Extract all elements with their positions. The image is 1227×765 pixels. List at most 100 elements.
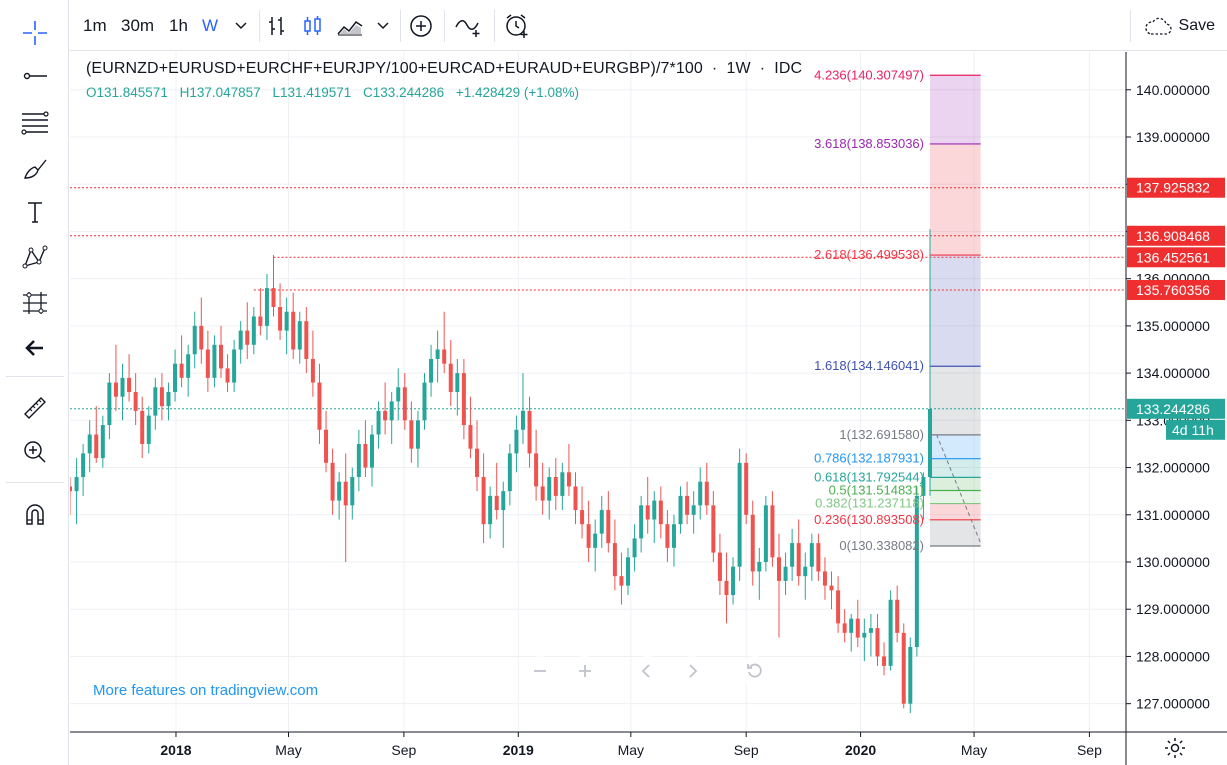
settings-gear-icon[interactable] (1163, 736, 1187, 760)
add-indicator-icon[interactable] (454, 12, 484, 40)
zoom-in-button[interactable] (570, 656, 600, 686)
indicators-dropdown-icon[interactable] (368, 12, 398, 40)
candle-body (796, 543, 801, 577)
candle-body (264, 288, 269, 326)
fib-level-label: 2.618(136.499538) (814, 247, 924, 262)
bar-style-icon[interactable] (262, 12, 292, 40)
timeframe-w[interactable]: W (202, 16, 219, 35)
timeframe-30m[interactable]: 30m (121, 16, 155, 35)
symbol-title[interactable]: (EURNZD+EURUSD+EURCHF+EURJPY/100+EURCAD+… (86, 60, 803, 77)
candle-body (658, 500, 663, 525)
price-label-box (1127, 279, 1225, 300)
save-button[interactable]: Save (1143, 12, 1215, 40)
trend-line-icon[interactable] (10, 58, 60, 94)
text-icon[interactable] (10, 194, 60, 230)
candle-body (507, 453, 512, 492)
candle-body (317, 382, 322, 430)
x-tick-label: May (961, 742, 987, 758)
brush-icon[interactable] (10, 150, 60, 186)
candle-body (612, 543, 617, 577)
prediction-measure-icon[interactable] (10, 285, 60, 321)
candle-body (337, 481, 342, 501)
price-label-text: 136.908468 (1136, 228, 1210, 244)
price-chart[interactable]: 4.236(140.307497) 3.618(138.853036) 2.618(… (70, 52, 1227, 765)
ruler-icon[interactable] (10, 390, 60, 426)
price-label-text: 136.452561 (1136, 249, 1210, 265)
timeframe-1m[interactable]: 1m (83, 16, 107, 35)
drawing-toolbar (0, 0, 69, 765)
candle-body (159, 387, 164, 407)
candle-body (875, 628, 880, 657)
candle-body (698, 481, 703, 506)
candle-body (310, 358, 315, 383)
chart-area[interactable]: 4.236(140.307497) 3.618(138.853036) 2.618(… (70, 52, 1227, 765)
candle-body (166, 392, 171, 407)
crosshair-icon[interactable] (10, 15, 60, 51)
candle-body (790, 543, 795, 567)
candle-body (744, 462, 749, 515)
pattern-icon[interactable] (10, 240, 60, 276)
candle-body (803, 566, 808, 577)
y-tick-label: 140.000000 (1136, 82, 1210, 98)
candle-body (809, 543, 814, 567)
zoom-in-icon[interactable] (10, 434, 60, 470)
x-tick-label: May (275, 742, 301, 758)
candle-body (133, 392, 138, 411)
candle-body (626, 557, 631, 586)
candle-body (927, 409, 932, 477)
candle-body (888, 599, 893, 666)
compare-add-icon[interactable] (406, 12, 436, 40)
scroll-right-button[interactable] (677, 656, 707, 686)
candle-body (179, 363, 184, 378)
candle-body (245, 330, 250, 345)
candle-body (547, 477, 552, 501)
y-tick-label: 130.000000 (1136, 554, 1210, 570)
alert-clock-icon[interactable] (502, 12, 532, 40)
timeframe-dropdown-icon[interactable] (226, 12, 256, 40)
candle-body (829, 585, 834, 591)
candle-body (429, 358, 434, 383)
price-label-text: 135.760356 (1136, 282, 1210, 298)
candle-body (100, 425, 105, 459)
fib-band (929, 75, 981, 144)
indicators-icon[interactable] (335, 12, 365, 40)
fib-retracement-icon[interactable] (10, 104, 60, 140)
candle-body (376, 410, 381, 435)
candle-body (70, 486, 72, 492)
candle-body (750, 514, 755, 572)
candle-body (514, 429, 519, 454)
y-tick-label: 131.000000 (1136, 507, 1210, 523)
price-label-box (1127, 247, 1225, 268)
candle-body (350, 477, 355, 506)
candle-body (566, 472, 571, 487)
candle-body (238, 330, 243, 350)
candle-body (127, 377, 132, 392)
candle-body (291, 311, 296, 350)
candle-body (678, 495, 683, 525)
fib-level-label: 0(130.338082) (839, 538, 924, 553)
scroll-left-button[interactable] (632, 656, 662, 686)
timeframe-1h[interactable]: 1h (169, 16, 188, 35)
fib-level-label: 0.382(131.237118) (815, 496, 924, 511)
candle-body (448, 363, 453, 392)
candle-body (153, 387, 158, 416)
candle-body (593, 533, 598, 548)
candle-body (639, 505, 644, 539)
save-label: Save (1178, 17, 1215, 34)
candle-body (225, 368, 230, 383)
fib-level-label: 4.236(140.307497) (814, 67, 924, 82)
candle-body (908, 647, 913, 704)
y-tick-label: 127.000000 (1136, 696, 1210, 712)
candle-body (520, 410, 525, 430)
top-toolbar: 1m 30m 1h W Save (70, 0, 1227, 51)
ohlc-values: O131.845571 H137.047857 L131.419571 C133… (86, 85, 802, 100)
candle-body (343, 481, 348, 506)
candle-body (468, 425, 473, 449)
arrow-left-icon[interactable] (10, 330, 60, 366)
fib-band (929, 458, 981, 478)
reset-chart-button[interactable] (740, 656, 770, 686)
magnet-icon[interactable] (10, 496, 60, 532)
zoom-out-button[interactable] (525, 656, 555, 686)
candle-style-icon[interactable] (298, 12, 328, 40)
tradingview-link[interactable]: More features on tradingview.com (93, 682, 319, 699)
